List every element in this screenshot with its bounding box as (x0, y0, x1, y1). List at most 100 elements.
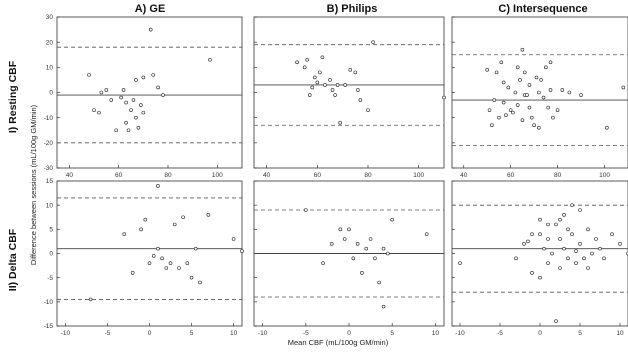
data-point (330, 88, 335, 92)
data-point (497, 115, 501, 120)
x-tick-label: 40 (66, 172, 74, 179)
data-point (490, 123, 494, 128)
data-point (134, 78, 138, 82)
data-point (97, 110, 101, 115)
data-point (177, 266, 181, 270)
data-point (579, 93, 583, 97)
data-point (156, 246, 160, 251)
data-point (320, 55, 325, 60)
data-point (567, 90, 572, 95)
x-tick-label: 40 (460, 172, 468, 179)
data-point (555, 108, 560, 112)
data-point (151, 254, 156, 258)
data-point (185, 261, 190, 265)
data-point (390, 217, 394, 222)
data-point (168, 261, 173, 265)
y-tick-label: -20 (44, 140, 54, 147)
data-point (515, 65, 520, 70)
panel-resting-intersequence: 40 60 80 100 (451, 16, 628, 179)
data-point (494, 70, 499, 75)
data-point (88, 297, 93, 302)
data-point (582, 256, 586, 261)
data-point (371, 40, 375, 44)
data-point (570, 203, 574, 207)
data-point (99, 90, 104, 95)
data-point (515, 103, 520, 107)
data-point (310, 85, 315, 90)
data-point (335, 83, 340, 87)
data-point (121, 88, 126, 92)
data-point (529, 115, 534, 120)
data-point (329, 242, 334, 246)
x-tick-label: 80 (164, 172, 172, 179)
data-point (206, 213, 211, 217)
data-point (295, 60, 299, 65)
x-tick-label: 0 (347, 330, 351, 337)
data-point (143, 217, 148, 222)
data-point (139, 103, 143, 107)
data-point (525, 93, 529, 97)
data-point (554, 222, 558, 227)
data-point (574, 249, 578, 253)
data-point (333, 93, 337, 97)
x-tick-label: 40 (263, 172, 271, 179)
data-point (139, 227, 143, 232)
panel-resting-philips: 40 60 80 100 (253, 16, 446, 179)
plot-frame (253, 16, 445, 169)
data-point (506, 85, 511, 90)
data-point (315, 80, 320, 85)
y-tick-label: -30 (44, 165, 54, 172)
data-point (353, 70, 358, 75)
data-point (351, 256, 356, 261)
x-tick-label: 80 (364, 172, 372, 179)
data-point (347, 227, 351, 232)
data-point (368, 237, 373, 241)
panel-resting-ge: -30 -20 -10 0 10 20 30 40 60 80 100 (44, 14, 243, 179)
data-point (513, 90, 518, 95)
data-point (424, 232, 429, 236)
data-point (304, 208, 308, 212)
data-point (147, 261, 152, 265)
data-point (526, 239, 530, 244)
data-point (364, 246, 369, 251)
data-point (551, 115, 555, 120)
data-point (130, 271, 135, 275)
x-tick-label: 100 (599, 172, 610, 179)
data-point (302, 65, 307, 70)
data-point (558, 217, 562, 222)
data-point (520, 47, 525, 52)
data-point (548, 60, 553, 65)
y-tick-label: 10 (46, 202, 54, 209)
data-point (562, 246, 566, 251)
data-point (541, 95, 546, 100)
data-point (538, 275, 542, 280)
y-tick-label: -15 (44, 323, 54, 330)
data-point (156, 184, 160, 188)
data-point (522, 242, 526, 246)
data-point (520, 118, 525, 122)
data-point (386, 251, 390, 256)
row-titles: I) Resting CBF II) Delta CBF (7, 60, 19, 291)
data-point (538, 232, 542, 236)
data-point (578, 242, 582, 246)
data-point (373, 256, 377, 261)
data-point (544, 65, 548, 70)
x-tick-label: -10 (61, 330, 71, 337)
data-point (458, 261, 462, 265)
data-point (366, 108, 370, 112)
data-point (104, 88, 109, 92)
y-tick-label: -5 (47, 275, 53, 282)
data-point (586, 227, 590, 232)
data-point (550, 251, 554, 256)
data-point (141, 110, 146, 115)
data-point (208, 57, 212, 62)
x-tick-label: 10 (616, 330, 624, 337)
x-tick-label: -10 (455, 330, 465, 337)
x-tick-label: 5 (190, 330, 194, 337)
data-point (307, 93, 312, 97)
data-point (87, 73, 91, 77)
data-point (148, 27, 153, 32)
data-point (492, 98, 497, 102)
